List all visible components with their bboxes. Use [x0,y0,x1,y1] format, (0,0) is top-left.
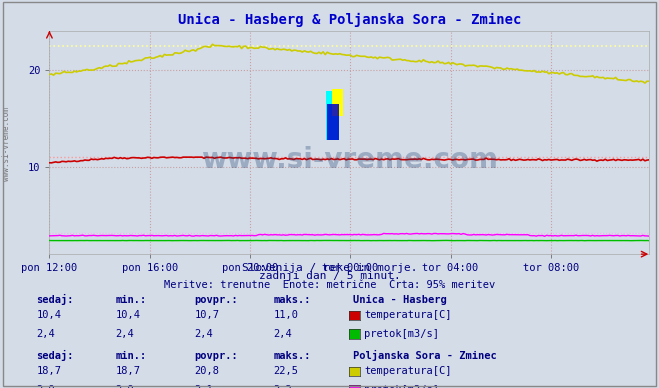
Text: 10,7: 10,7 [194,310,219,320]
Text: min.:: min.: [115,351,146,361]
Text: 3,1: 3,1 [194,385,213,388]
Text: Poljanska Sora - Zminec: Poljanska Sora - Zminec [353,350,496,361]
Text: 10,4: 10,4 [115,310,140,320]
Text: min.:: min.: [115,295,146,305]
Text: temperatura[C]: temperatura[C] [364,310,452,320]
Text: 10,4: 10,4 [36,310,61,320]
Bar [328,104,339,140]
Text: 22,5: 22,5 [273,366,299,376]
Text: Meritve: trenutne  Enote: metrične  Črta: 95% meritev: Meritve: trenutne Enote: metrične Črta: … [164,280,495,290]
Title: Unica - Hasberg & Poljanska Sora - Zminec: Unica - Hasberg & Poljanska Sora - Zmine… [177,13,521,27]
Text: Unica - Hasberg: Unica - Hasberg [353,295,446,305]
Text: zadnji dan / 5 minut.: zadnji dan / 5 minut. [258,271,401,281]
Text: maks.:: maks.: [273,351,311,361]
Text: sedaj:: sedaj: [36,350,74,361]
Text: www.si-vreme.com: www.si-vreme.com [201,146,498,175]
Text: 2,4: 2,4 [36,329,55,339]
Text: 11,0: 11,0 [273,310,299,320]
Text: 3,2: 3,2 [273,385,292,388]
Text: 2,9: 2,9 [36,385,55,388]
Text: 18,7: 18,7 [115,366,140,376]
Text: 2,9: 2,9 [115,385,134,388]
Bar [332,89,343,116]
Text: 18,7: 18,7 [36,366,61,376]
Text: 2,4: 2,4 [194,329,213,339]
Text: pretok[m3/s]: pretok[m3/s] [364,385,440,388]
Bar [326,91,339,140]
Text: pretok[m3/s]: pretok[m3/s] [364,329,440,339]
Text: maks.:: maks.: [273,295,311,305]
Text: www.si-vreme.com: www.si-vreme.com [2,107,11,180]
Text: Slovenija / reke in morje.: Slovenija / reke in morje. [242,263,417,273]
Text: 20,8: 20,8 [194,366,219,376]
Text: temperatura[C]: temperatura[C] [364,366,452,376]
Text: povpr.:: povpr.: [194,295,238,305]
Text: 2,4: 2,4 [115,329,134,339]
Text: 2,4: 2,4 [273,329,292,339]
Text: sedaj:: sedaj: [36,294,74,305]
Text: povpr.:: povpr.: [194,351,238,361]
